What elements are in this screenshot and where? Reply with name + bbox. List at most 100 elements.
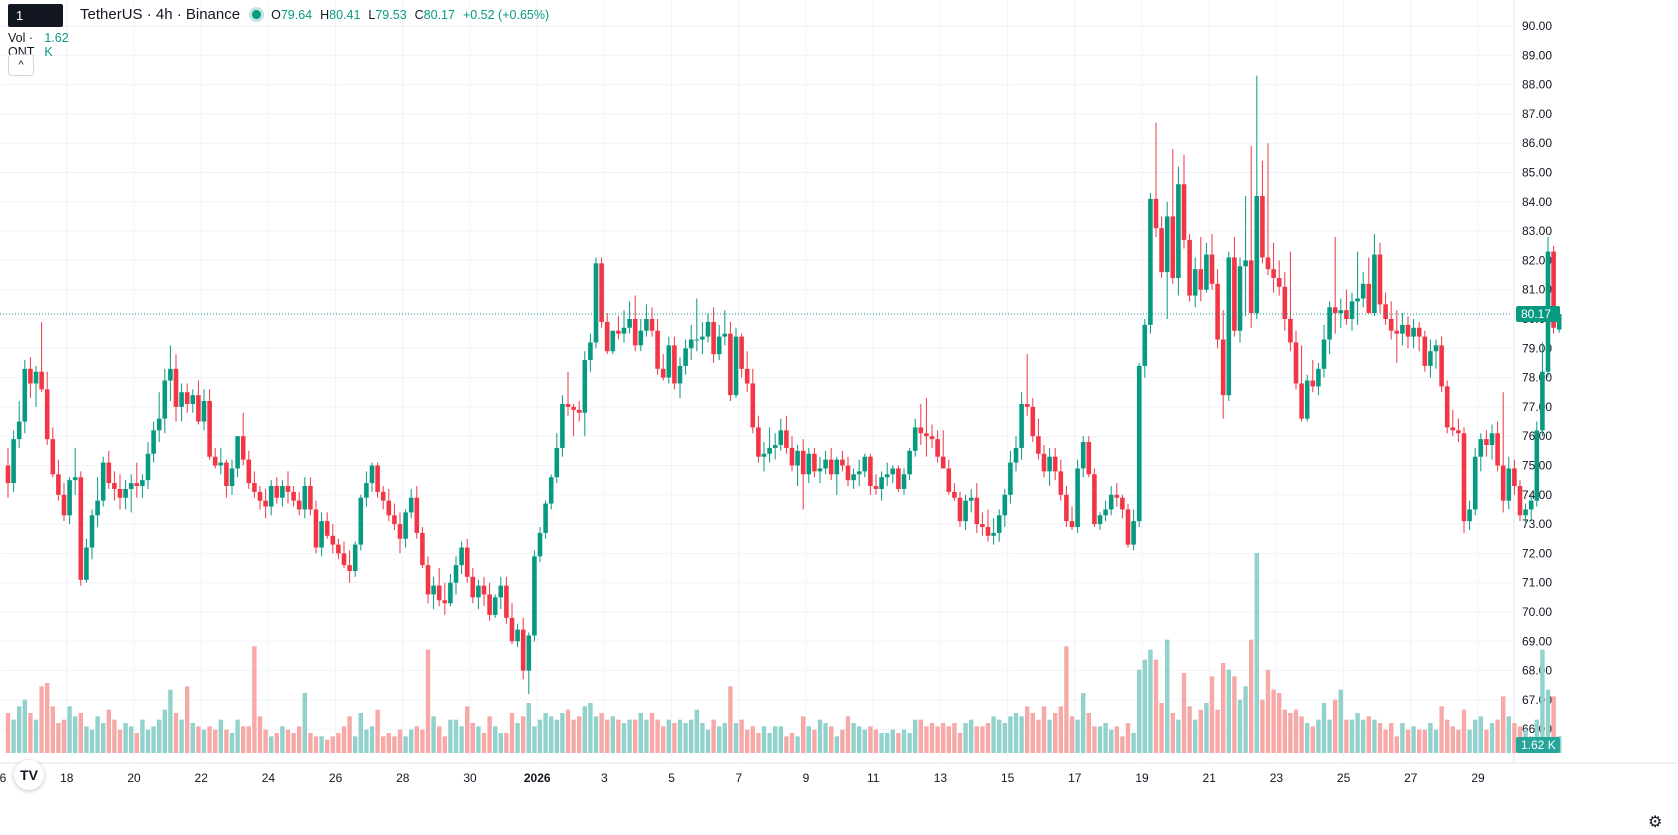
symbol-title[interactable]: TetherUS · 4h · Binance xyxy=(80,6,241,23)
volume-bar xyxy=(257,716,263,753)
candle-body xyxy=(112,483,117,489)
volume-bar xyxy=(397,729,403,753)
volume-bar xyxy=(901,729,907,753)
volume-bar xyxy=(476,726,481,753)
candle-body xyxy=(1176,184,1181,278)
volume-bar xyxy=(179,719,184,753)
volume-bar xyxy=(1310,726,1315,753)
volume-bar xyxy=(722,723,727,753)
volume-bar xyxy=(1176,719,1181,753)
volume-bar xyxy=(683,723,688,753)
candle-body xyxy=(655,330,660,369)
candle-body xyxy=(201,401,207,422)
volume-bar xyxy=(1338,689,1343,753)
symbol-header[interactable]: TetherUS · 4h · Binance O79.64 H80.41 L7… xyxy=(80,6,549,23)
candle-body xyxy=(1512,468,1517,487)
candle-body xyxy=(56,474,61,495)
x-tick-label: 25 xyxy=(1337,771,1351,785)
volume-bar xyxy=(420,729,425,753)
candle-body xyxy=(1556,314,1562,330)
candle-body xyxy=(481,585,487,595)
candle-body xyxy=(33,371,39,384)
volume-bar xyxy=(621,723,627,753)
volume-bar xyxy=(459,726,464,753)
volume-bar xyxy=(840,729,845,753)
candle-body xyxy=(1047,456,1052,472)
volume-bar xyxy=(185,686,190,753)
candle-body xyxy=(263,500,268,507)
candle-body xyxy=(448,582,453,604)
volume-bar xyxy=(1226,669,1231,753)
tradingview-logo-icon[interactable]: TV xyxy=(14,760,44,790)
candle-body xyxy=(1411,327,1416,337)
volume-legend[interactable]: Vol · QNT 1.62 K xyxy=(8,31,69,59)
volume-bar xyxy=(980,726,985,753)
candle-body xyxy=(862,456,868,472)
volume-bar xyxy=(784,736,789,753)
volume-bar xyxy=(1198,709,1203,753)
candle-body xyxy=(974,497,980,525)
volume-bar xyxy=(117,729,123,753)
volume-bar xyxy=(689,719,694,753)
candle-body xyxy=(1204,254,1209,290)
candle-body xyxy=(235,436,240,469)
candle-body xyxy=(621,327,627,334)
candle-body xyxy=(1232,257,1237,331)
volume-bar xyxy=(1131,733,1136,753)
volume-bar xyxy=(1159,703,1164,753)
volume-bar xyxy=(1461,709,1467,753)
volume-bar xyxy=(1058,706,1063,753)
candle-body xyxy=(868,456,873,487)
volume-bar xyxy=(1086,713,1091,753)
volume-bar xyxy=(285,729,291,753)
candle-body xyxy=(750,383,756,428)
volume-bar xyxy=(700,723,705,753)
candle-body xyxy=(789,447,795,466)
volume-bar xyxy=(627,719,632,753)
candle-body xyxy=(274,486,280,498)
volume-bar xyxy=(1389,723,1394,753)
candle-body xyxy=(151,430,156,454)
volume-bar xyxy=(952,723,957,753)
candle-body xyxy=(644,319,649,331)
candle-body xyxy=(554,447,560,478)
candle-body xyxy=(347,565,352,571)
x-tick-label: 7 xyxy=(735,771,742,785)
price-change: +0.52 (+0.65%) xyxy=(462,7,550,22)
candle-body xyxy=(476,585,481,598)
volume-bar xyxy=(1204,703,1209,753)
candle-body xyxy=(291,491,296,501)
volume-bar xyxy=(1288,713,1293,753)
volume-bar xyxy=(229,733,235,753)
volume-bar xyxy=(313,736,319,753)
volume-bar xyxy=(140,719,145,753)
candle-body xyxy=(380,491,386,501)
volume-bar xyxy=(50,706,55,753)
candle-body xyxy=(1052,456,1058,472)
chevron-up-icon[interactable]: ^ xyxy=(8,54,34,76)
volume-bar xyxy=(1243,686,1248,753)
volume-bar xyxy=(196,726,201,753)
volume-bar xyxy=(95,716,100,753)
volume-bar xyxy=(610,716,615,753)
candle-body xyxy=(963,500,968,522)
volume-bar xyxy=(582,706,587,753)
gear-icon[interactable]: ⚙ xyxy=(1648,814,1663,831)
volume-bar xyxy=(297,726,302,753)
candle-body xyxy=(1439,345,1444,387)
candle-body xyxy=(369,465,375,484)
candle-body xyxy=(22,368,28,422)
candle-body xyxy=(1131,521,1136,545)
volume-bar xyxy=(554,719,559,753)
candle-body xyxy=(918,427,924,434)
volume-bar xyxy=(537,719,543,753)
volume-bar xyxy=(638,713,643,753)
volume-bar xyxy=(997,719,1002,753)
volume-bar xyxy=(1148,649,1153,753)
candle-body xyxy=(879,477,884,489)
candle-body xyxy=(627,319,632,328)
volume-bar xyxy=(1349,719,1355,753)
volume-bar xyxy=(1484,729,1489,753)
volume-bar xyxy=(509,713,515,753)
